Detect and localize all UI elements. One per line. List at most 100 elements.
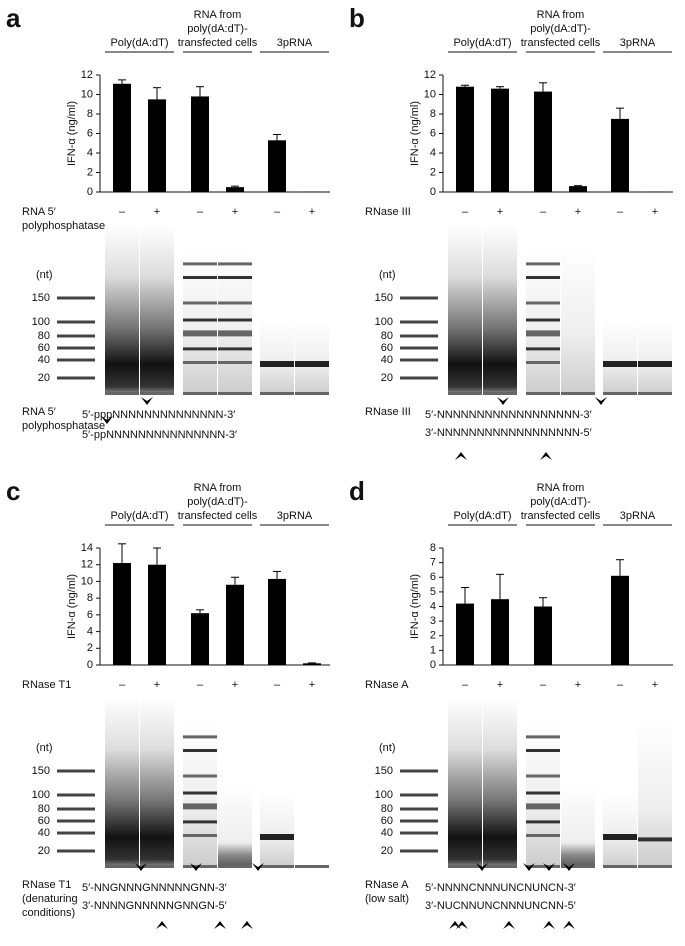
y-tick-label: 12 (424, 69, 436, 81)
bar (611, 118, 629, 192)
ladder-band (57, 296, 95, 300)
gel-base (526, 392, 560, 395)
y-tick-label: 3 (430, 615, 436, 627)
ladder-label: 20 (381, 372, 393, 384)
cleavage-arrow (456, 921, 468, 929)
x-tick-label: – (462, 206, 469, 218)
group-label: transfected cells (178, 510, 258, 522)
x-tick-label: + (309, 206, 315, 218)
gel-band (526, 361, 560, 364)
ladder-label: 80 (381, 803, 393, 815)
gel-band (183, 774, 217, 778)
ladder-label: 100 (375, 789, 393, 801)
treatment-label: RNA 5′ (22, 206, 56, 218)
gel-band (295, 361, 329, 367)
gel-band (183, 735, 217, 739)
gel-band (603, 834, 637, 840)
ladder-band (57, 376, 95, 380)
gel-band (218, 262, 252, 266)
ladder-label: 150 (32, 292, 50, 304)
ladder-band (400, 769, 438, 773)
gel-band (526, 318, 560, 322)
gel-band (183, 262, 217, 266)
ladder-label: 60 (38, 342, 50, 354)
ladder-band (400, 849, 438, 853)
bar (534, 606, 552, 665)
gel-band (183, 803, 217, 810)
enzyme-label: (denaturing (22, 893, 78, 905)
panel-letter: b (349, 3, 365, 33)
gel-lane (260, 318, 294, 395)
ladder-band (57, 346, 95, 350)
y-tick-label: 1 (430, 644, 436, 656)
x-tick-label: + (575, 206, 581, 218)
gel-band (183, 834, 217, 837)
y-tick-label: 0 (430, 186, 436, 198)
x-tick-label: – (462, 679, 469, 691)
gel-base (183, 392, 217, 395)
ladder-label: 80 (381, 330, 393, 342)
gel-band (183, 276, 217, 279)
gel-unit: (nt) (379, 742, 396, 754)
ladder-label: 60 (38, 815, 50, 827)
y-tick-label: 6 (430, 127, 436, 139)
x-tick-label: – (274, 679, 281, 691)
y-tick-label: 0 (87, 186, 93, 198)
enzyme-label: RNase III (365, 406, 411, 418)
treatment-label: RNase T1 (22, 679, 71, 691)
sequence: 5′-NNGNNNGNNNNNGNN-3′ (82, 882, 227, 894)
ladder-band (400, 376, 438, 380)
x-tick-label: – (617, 206, 624, 218)
gel-band (218, 347, 252, 351)
group-label: 3pRNA (277, 510, 313, 522)
ladder-label: 80 (38, 330, 50, 342)
y-tick-label: 2 (87, 166, 93, 178)
gel-band (638, 361, 672, 367)
x-tick-label: – (119, 206, 126, 218)
group-label: RNA from (194, 482, 242, 494)
group-label: Poly(dA:dT) (110, 37, 168, 49)
ladder-label: 60 (381, 815, 393, 827)
x-tick-label: – (617, 679, 624, 691)
cleavage-arrow (497, 397, 509, 405)
x-tick-label: – (197, 679, 204, 691)
gel-base (638, 392, 672, 395)
cleavage-arrow (503, 921, 515, 929)
ladder-band (57, 334, 95, 338)
group-label: poly(dA:dT)- (187, 23, 248, 35)
bar (191, 96, 209, 192)
gel-base (260, 865, 294, 868)
gel-band (526, 820, 560, 824)
treatment-label: polyphosphatase (22, 220, 105, 232)
sequence: 5′-NNNNNNNNNNNNNNNNNN-3′ (425, 409, 592, 421)
gel-base (260, 392, 294, 395)
ladder-label: 100 (32, 789, 50, 801)
gel-lane (638, 718, 672, 868)
gel-lane (218, 783, 252, 868)
cleavage-arrow (563, 863, 575, 871)
group-label: poly(dA:dT)- (530, 496, 591, 508)
ladder-label: 150 (375, 292, 393, 304)
bar (268, 140, 286, 192)
gel-base (638, 865, 672, 868)
bar (491, 88, 509, 192)
group-label: transfected cells (521, 37, 601, 49)
bar (611, 575, 629, 665)
gel-lane (561, 783, 595, 868)
gel-base (218, 392, 252, 395)
ladder-band (57, 320, 95, 324)
gel-band (183, 347, 217, 351)
cleavage-arrow (141, 397, 153, 405)
gel-band (183, 318, 217, 322)
enzyme-label: RNase A (365, 879, 409, 891)
gel-band (183, 820, 217, 824)
gel-band (260, 834, 294, 840)
gel-base (140, 865, 174, 868)
y-tick-label: 8 (87, 592, 93, 604)
gel-band (526, 301, 560, 305)
bar (569, 186, 587, 192)
ladder-band (400, 819, 438, 823)
ladder-band (400, 831, 438, 835)
y-tick-label: 14 (81, 542, 93, 554)
bar (226, 187, 244, 192)
